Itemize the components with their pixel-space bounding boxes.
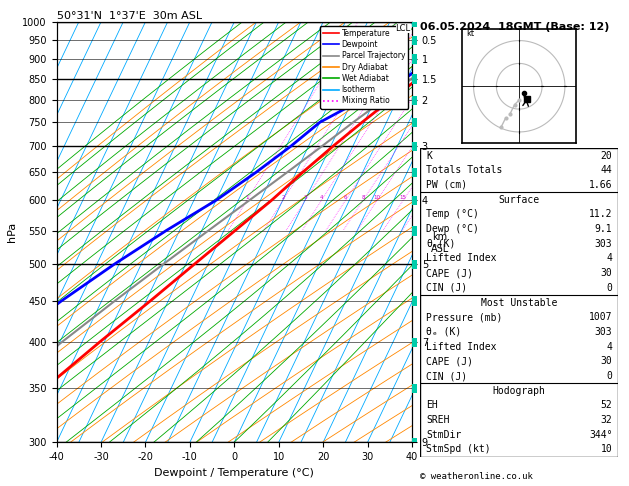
Bar xyxy=(412,168,417,177)
Bar xyxy=(412,296,417,306)
Text: © weatheronline.co.uk: © weatheronline.co.uk xyxy=(420,472,533,481)
Text: CAPE (J): CAPE (J) xyxy=(426,356,473,366)
Text: θₑ(K): θₑ(K) xyxy=(426,239,455,249)
Text: Totals Totals: Totals Totals xyxy=(426,165,503,175)
Bar xyxy=(412,54,417,64)
Bar xyxy=(412,226,417,236)
Text: 30: 30 xyxy=(601,268,613,278)
Text: Lifted Index: Lifted Index xyxy=(426,253,497,263)
Text: EH: EH xyxy=(426,400,438,410)
Text: Dewp (°C): Dewp (°C) xyxy=(426,224,479,234)
Bar xyxy=(412,142,417,152)
Bar xyxy=(412,35,417,45)
Text: 32: 32 xyxy=(601,415,613,425)
X-axis label: Dewpoint / Temperature (°C): Dewpoint / Temperature (°C) xyxy=(154,468,314,478)
Text: K: K xyxy=(426,151,432,160)
Text: 0: 0 xyxy=(606,371,613,381)
Text: 30: 30 xyxy=(601,356,613,366)
Bar xyxy=(412,384,417,394)
Text: 2: 2 xyxy=(281,195,285,200)
Text: LCL: LCL xyxy=(396,24,411,34)
Bar xyxy=(412,438,417,447)
Text: 4: 4 xyxy=(320,195,323,200)
Text: 344°: 344° xyxy=(589,430,613,440)
Text: 20: 20 xyxy=(601,151,613,160)
Bar xyxy=(412,260,417,269)
Text: 8: 8 xyxy=(361,195,365,200)
Text: StmDir: StmDir xyxy=(426,430,461,440)
Text: 6: 6 xyxy=(343,195,347,200)
Y-axis label: hPa: hPa xyxy=(7,222,17,242)
Text: 10: 10 xyxy=(601,445,613,454)
Text: 06.05.2024  18GMT (Base: 12): 06.05.2024 18GMT (Base: 12) xyxy=(420,22,610,32)
Text: 1.66: 1.66 xyxy=(589,180,613,190)
Text: 50°31'N  1°37'E  30m ASL: 50°31'N 1°37'E 30m ASL xyxy=(57,11,202,21)
Text: 15: 15 xyxy=(400,195,407,200)
Text: CIN (J): CIN (J) xyxy=(426,371,467,381)
Text: 303: 303 xyxy=(595,239,613,249)
Text: PW (cm): PW (cm) xyxy=(426,180,467,190)
Bar xyxy=(412,17,417,27)
Text: CIN (J): CIN (J) xyxy=(426,283,467,293)
Text: Most Unstable: Most Unstable xyxy=(481,297,557,308)
Text: Temp (°C): Temp (°C) xyxy=(426,209,479,219)
Text: 1: 1 xyxy=(245,195,248,200)
Text: 1007: 1007 xyxy=(589,312,613,322)
Bar xyxy=(412,196,417,205)
Text: 0: 0 xyxy=(606,283,613,293)
Text: 11.2: 11.2 xyxy=(589,209,613,219)
Text: 3: 3 xyxy=(303,195,307,200)
Y-axis label: km
ASL: km ASL xyxy=(431,232,449,254)
Text: Pressure (mb): Pressure (mb) xyxy=(426,312,503,322)
Bar xyxy=(412,96,417,105)
Text: Surface: Surface xyxy=(499,195,540,205)
Text: θₑ (K): θₑ (K) xyxy=(426,327,461,337)
Legend: Temperature, Dewpoint, Parcel Trajectory, Dry Adiabat, Wet Adiabat, Isotherm, Mi: Temperature, Dewpoint, Parcel Trajectory… xyxy=(320,26,408,108)
Bar xyxy=(412,74,417,84)
Text: 9.1: 9.1 xyxy=(595,224,613,234)
Bar xyxy=(412,338,417,347)
Text: SREH: SREH xyxy=(426,415,450,425)
Text: kt: kt xyxy=(467,29,475,38)
Text: 4: 4 xyxy=(606,253,613,263)
Text: 44: 44 xyxy=(601,165,613,175)
Text: Hodograph: Hodograph xyxy=(493,386,546,396)
Bar xyxy=(412,118,417,127)
Text: 4: 4 xyxy=(606,342,613,352)
Text: CAPE (J): CAPE (J) xyxy=(426,268,473,278)
Text: 52: 52 xyxy=(601,400,613,410)
Text: Lifted Index: Lifted Index xyxy=(426,342,497,352)
Text: 10: 10 xyxy=(374,195,381,200)
Text: 303: 303 xyxy=(595,327,613,337)
Text: StmSpd (kt): StmSpd (kt) xyxy=(426,445,491,454)
